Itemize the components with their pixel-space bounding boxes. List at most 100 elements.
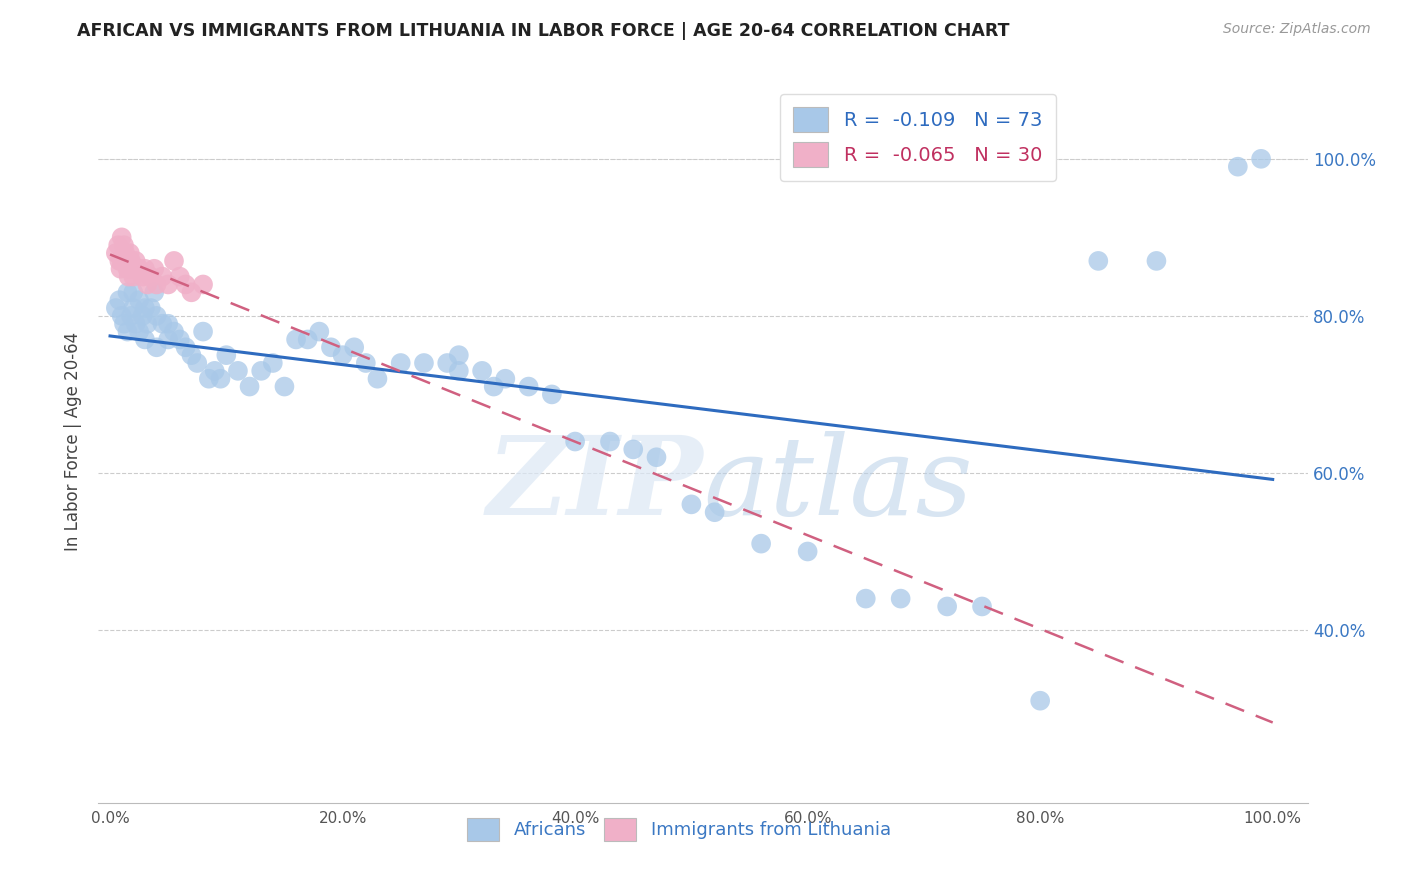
Point [749,536,772,550]
Point [134,301,156,315]
Point [174,340,197,354]
Y-axis label: In Labor Force | Age 20-64: In Labor Force | Age 20-64 [65,332,83,551]
Point [262,356,284,370]
Point [111,254,134,268]
Point [250,364,273,378]
Point [136,277,159,292]
Point [121,261,143,276]
Point [118,269,141,284]
Point [114,246,136,260]
Point [124,317,146,331]
Point [150,269,173,284]
Point [150,317,173,331]
Point [890,591,912,606]
Point [122,269,145,284]
Point [517,379,540,393]
Point [1144,254,1167,268]
Point [226,364,249,378]
Point [163,254,186,268]
Point [120,309,142,323]
Point [117,261,139,276]
Point [117,285,139,300]
Point [1250,152,1272,166]
Point [273,379,295,393]
Point [117,325,139,339]
Point [855,591,877,606]
Text: AFRICAN VS IMMIGRANTS FROM LITHUANIA IN LABOR FORCE | AGE 20-64 CORRELATION CHAR: AFRICAN VS IMMIGRANTS FROM LITHUANIA IN … [77,22,1010,40]
Point [157,333,180,347]
Point [471,364,494,378]
Point [169,333,191,347]
Point [104,301,127,315]
Point [319,340,342,354]
Point [157,277,180,292]
Point [198,372,221,386]
Point [436,356,458,370]
Point [540,387,562,401]
Point [139,269,162,284]
Point [703,505,725,519]
Point [134,261,156,276]
Point [354,356,377,370]
Point [131,269,153,284]
Point [128,261,150,276]
Point [681,497,703,511]
Point [107,238,129,252]
Point [111,309,134,323]
Point [143,261,166,276]
Point [285,333,308,347]
Point [139,301,162,315]
Point [112,317,135,331]
Point [343,340,366,354]
Point [332,348,354,362]
Point [1029,694,1052,708]
Point [136,317,159,331]
Point [366,372,388,386]
Point [389,356,412,370]
Point [204,364,226,378]
Point [108,254,131,268]
Point [308,325,330,339]
Point [108,293,131,308]
Point [599,434,621,449]
Point [169,269,191,284]
Point [111,230,134,244]
Point [191,277,214,292]
Point [110,261,132,276]
Point [215,348,238,362]
Text: ZIP: ZIP [486,431,703,539]
Point [143,285,166,300]
Point [128,325,150,339]
Point [157,317,180,331]
Point [145,309,167,323]
Legend: Africans, Immigrants from Lithuania: Africans, Immigrants from Lithuania [460,810,898,848]
Point [134,333,156,347]
Point [1226,160,1249,174]
Point [131,309,153,323]
Point [621,442,644,457]
Text: Source: ZipAtlas.com: Source: ZipAtlas.com [1223,22,1371,37]
Point [645,450,668,465]
Point [796,544,818,558]
Point [209,372,232,386]
Point [128,293,150,308]
Point [124,254,146,268]
Point [180,348,202,362]
Point [191,325,214,339]
Point [122,301,145,315]
Point [970,599,993,614]
Point [186,356,208,370]
Point [239,379,262,393]
Point [447,348,470,362]
Point [104,246,127,260]
Point [1087,254,1109,268]
Point [174,277,197,292]
Point [115,254,138,268]
Point [482,379,505,393]
Point [163,325,186,339]
Point [180,285,202,300]
Point [145,277,167,292]
Point [112,238,135,252]
Point [145,340,167,354]
Point [494,372,516,386]
